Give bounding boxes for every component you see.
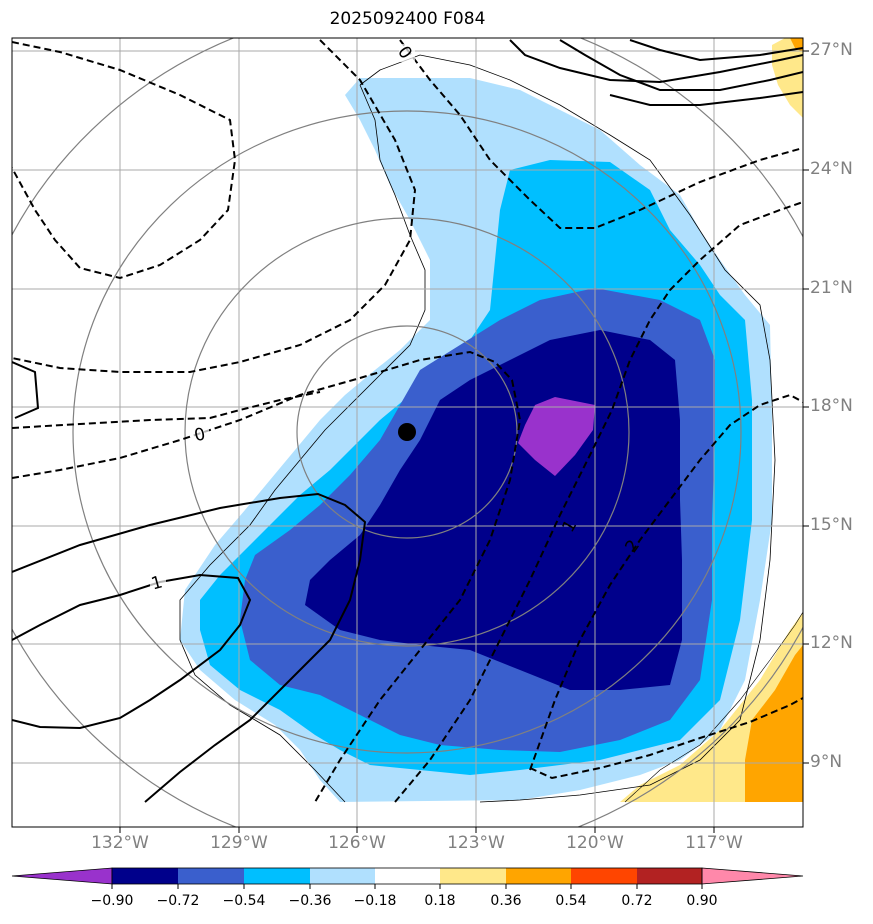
colorbar-segment [506,868,571,884]
map-plot-area [12,38,803,827]
contour-solid-top-4 [609,91,803,106]
lat-label: 12°N [810,633,853,653]
colorbar-tick-label: 0.90 [686,893,718,909]
colorbar-extend-low [11,867,113,885]
colorbar-tick-label: 0.54 [555,893,587,909]
contour-solid-left-3 [12,361,40,419]
shade-purple [518,397,595,476]
colorbar-segment [637,868,702,884]
shade-outline [179,54,776,803]
colorbar-extend-high [701,867,804,885]
lat-label: 21°N [810,278,853,298]
range-ring-inner [296,325,518,539]
shade-outline-se [624,611,803,803]
storm-center-marker [398,423,416,441]
colorbar-tick-label: −0.18 [353,893,397,909]
dashed-contours [12,39,803,803]
contour-dashed-one [394,201,803,803]
lat-label: 18°N [810,396,853,416]
colorbar-frame [111,867,703,885]
lon-label: 117°W [685,833,743,853]
colorbar-segment [440,868,506,884]
colorbar-segment [310,868,375,884]
range-rings [12,38,803,827]
range-ring-middle [184,217,630,647]
contour-solid-top-1 [509,39,803,84]
colorbar-tick-label: −0.90 [90,893,134,909]
contour-dashed-bottom [529,697,803,780]
colorbar-segment [178,868,244,884]
contour-dashed-mid-left [12,391,321,429]
contour-solid-left-1 [12,492,367,803]
solid-contours [12,39,803,803]
colorbar-tick-label: 0.72 [621,893,653,909]
colorbar-tick-label: 0.36 [490,893,522,909]
lat-label: 15°N [810,515,853,535]
colorbar-segment [571,868,637,884]
map-title: 2025092400 F084 [329,9,486,29]
lat-label: 24°N [810,159,853,179]
contour-dashed-top-mid [12,39,417,373]
axis-ticks [119,50,809,833]
range-ring-outer [72,110,742,754]
colorbar-tick-label: −0.72 [156,893,200,909]
map-frame [11,37,804,828]
colorbar-segment [244,868,310,884]
colorbar-segment [375,868,440,884]
colorbar-tick-label: −0.36 [288,893,332,909]
shade-yellow-ne [772,38,803,118]
lat-label: 9°N [810,752,843,772]
contour-dashed-top-left [12,41,237,280]
lon-label: 126°W [328,833,386,853]
lon-label: 123°W [447,833,505,853]
colorbar-tick-label: −0.54 [222,893,266,909]
contour-solid-top-2 [559,39,803,91]
contour-label-0-left: 0 [192,424,207,446]
lon-label: 129°W [210,833,268,853]
lon-label: 132°W [91,833,149,853]
contour-solid-top-3 [629,39,803,62]
lon-label: 120°W [566,833,624,853]
contour-label-1-left: 1 [149,572,165,594]
contour-solid-left-2 [12,573,252,730]
colorbar-segment [112,868,178,884]
colorbar-tick-label: 0.18 [424,893,456,909]
lat-label: 27°N [810,40,853,60]
contour-dashed-top-right [399,39,803,229]
colorbar [11,867,804,889]
